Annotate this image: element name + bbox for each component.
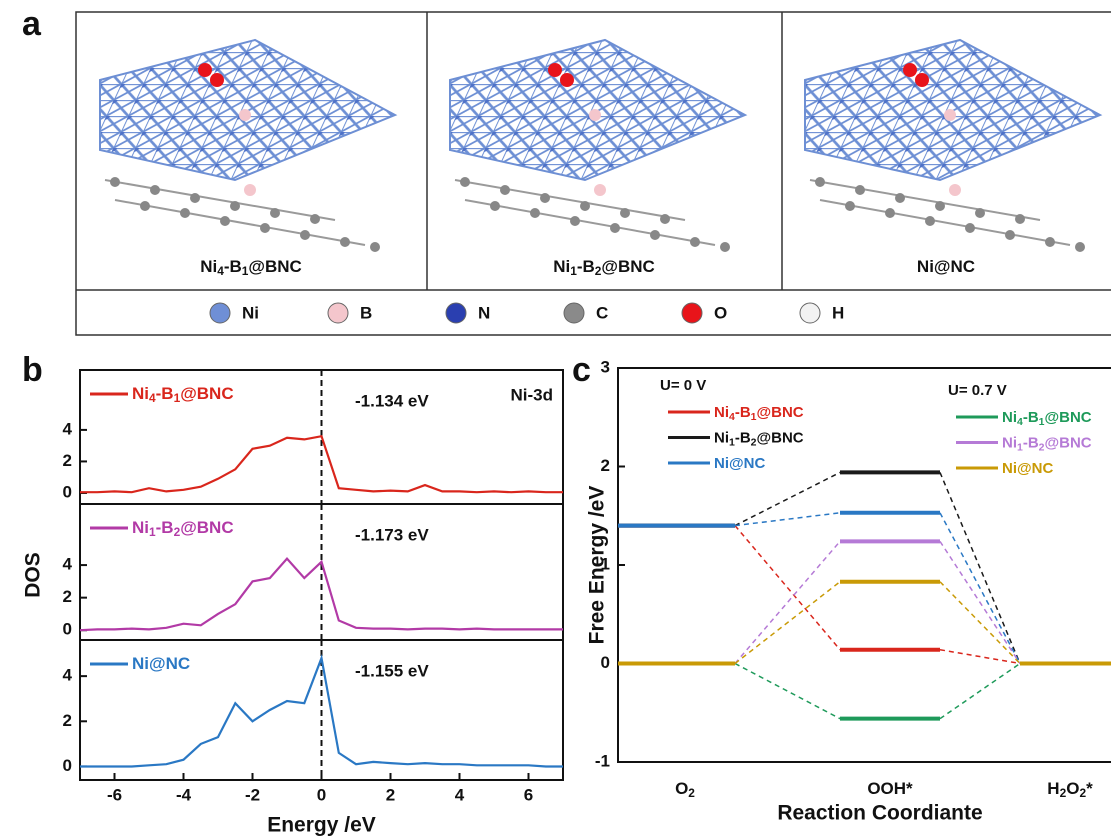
structure-image	[100, 40, 395, 252]
x-tick-label: OOH*	[867, 779, 913, 798]
plot-frame	[618, 368, 1111, 762]
connector	[735, 541, 840, 663]
annotation: -1.155 eV	[355, 661, 429, 680]
atom-swatch	[564, 303, 584, 323]
connector	[735, 513, 840, 526]
y-tick-label: 0	[601, 653, 610, 672]
y-tick-label: 0	[63, 620, 72, 639]
atom-label: H	[832, 303, 844, 322]
x-tick-label: -6	[107, 785, 122, 804]
atom-swatch	[210, 303, 230, 323]
panel-label: c	[572, 351, 591, 389]
y-tick-label: 4	[63, 666, 73, 685]
y-tick-label: 3	[601, 357, 610, 376]
legend-title: U= 0.7 V	[948, 382, 1007, 399]
x-tick-label: 2	[386, 785, 395, 804]
panel-label: b	[22, 351, 43, 389]
page: a b c Ni4-B1@BNC Ni1-B2@BNC Ni@NC Ni B N C O…	[0, 0, 1111, 838]
annotation: -1.173 eV	[355, 525, 429, 544]
structure-label: Ni@NC	[917, 257, 975, 276]
corner-label: Ni-3d	[511, 385, 554, 404]
connector	[940, 664, 1020, 719]
atom-swatch	[682, 303, 702, 323]
structure-image	[450, 40, 745, 252]
x-tick-label: O2	[675, 779, 695, 800]
legend-label: Ni1-B2@BNC	[1002, 434, 1092, 453]
y-tick-label: 0	[63, 482, 72, 501]
atom-swatch	[446, 303, 466, 323]
x-tick-label: H2O2*	[1047, 779, 1093, 800]
figure: a b c Ni4-B1@BNC Ni1-B2@BNC Ni@NC Ni B N C O…	[0, 0, 1111, 838]
connector	[735, 526, 840, 650]
connector	[735, 664, 840, 719]
atom-label: N	[478, 303, 490, 322]
connector	[735, 582, 840, 664]
y-axis-label: DOS	[22, 552, 45, 598]
legend-title: U= 0 V	[660, 377, 706, 394]
legend-label: Ni@NC	[132, 654, 190, 673]
y-tick-label: 2	[63, 711, 72, 730]
structure-label: Ni4-B1@BNC	[200, 257, 302, 278]
x-tick-label: 6	[524, 785, 533, 804]
y-tick-label: 2	[63, 451, 72, 470]
legend-label: Ni1-B2@BNC	[714, 429, 804, 448]
x-tick-label: -2	[245, 785, 260, 804]
legend-label: Ni@NC	[1002, 460, 1053, 477]
atom-swatch	[328, 303, 348, 323]
structure-image	[805, 40, 1100, 252]
x-tick-label: 4	[455, 785, 465, 804]
x-axis-label: Energy /eV	[267, 814, 376, 837]
atom-label: C	[596, 303, 608, 322]
connector	[735, 472, 840, 525]
y-tick-label: 4	[63, 555, 73, 574]
legend-label: Ni4-B1@BNC	[1002, 409, 1092, 428]
atom-label: Ni	[242, 303, 259, 322]
y-axis-label: Free Energy /eV	[586, 486, 609, 645]
legend-label: Ni4-B1@BNC	[132, 384, 234, 405]
legend-label: Ni1-B2@BNC	[132, 518, 234, 539]
connector	[940, 472, 1020, 663]
y-tick-label: 0	[63, 756, 72, 775]
atom-swatch	[800, 303, 820, 323]
y-tick-label: 2	[63, 587, 72, 606]
x-tick-label: -4	[176, 785, 192, 804]
atom-label: O	[714, 303, 727, 322]
legend-label: Ni@NC	[714, 455, 765, 472]
connector	[940, 513, 1020, 664]
connector	[940, 541, 1020, 663]
atom-label: B	[360, 303, 372, 322]
x-axis-label: Reaction Coordiante	[777, 802, 982, 825]
structure-label: Ni1-B2@BNC	[553, 257, 655, 278]
y-tick-label: -1	[595, 751, 610, 770]
panel-label: a	[22, 5, 42, 43]
legend-label: Ni4-B1@BNC	[714, 404, 804, 423]
annotation: -1.134 eV	[355, 391, 429, 410]
y-tick-label: 4	[63, 419, 73, 438]
y-tick-label: 2	[601, 456, 610, 475]
connector	[940, 650, 1020, 664]
x-tick-label: 0	[317, 785, 326, 804]
